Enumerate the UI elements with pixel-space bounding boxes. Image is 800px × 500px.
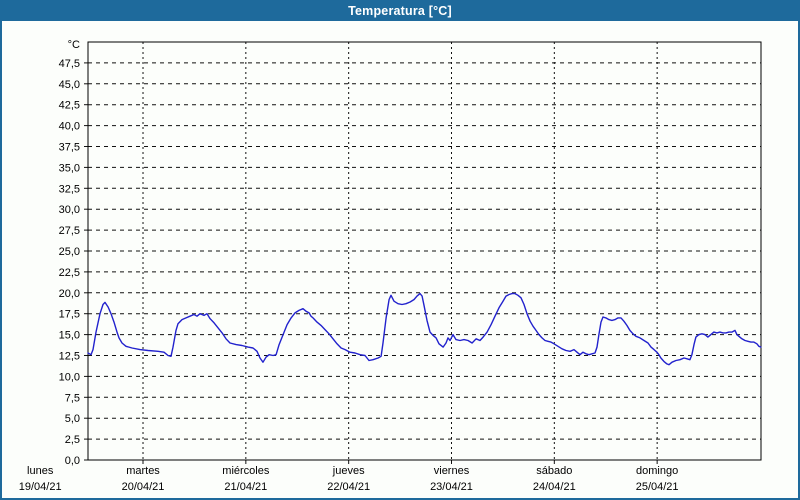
y-tick-label: 32,5 [59,183,80,195]
y-tick-label: 17,5 [59,309,80,321]
x-date-label: 21/04/21 [224,481,267,493]
x-date-label: 19/04/21 [19,481,62,493]
y-tick-label: 40,0 [59,121,80,133]
x-day-label: viernes [434,465,470,477]
temperature-line-chart: 0,0 2,5 5,0 7,5 10,0 12,5 15,0 17,5 20,0 22,5 25,0… [19,39,762,493]
y-tick-label: 42,5 [59,100,80,112]
x-date-label: 25/04/21 [636,481,679,493]
x-date-label: 23/04/21 [430,481,473,493]
x-day-label: sábado [536,465,572,477]
x-date-label: 24/04/21 [533,481,576,493]
x-date-label: 22/04/21 [327,481,370,493]
y-axis-unit-label: °C [68,39,80,51]
y-tick-label: 45,0 [59,79,80,91]
y-tick-label: 7,5 [65,392,80,404]
window-title: Temperatura [°C] [348,3,452,18]
y-tick-label: 5,0 [65,413,80,425]
plot-border [87,41,762,461]
y-tick-label: 2,5 [65,434,80,446]
window-border-left [0,21,2,500]
y-tick-label: 25,0 [59,246,80,258]
y-tick-label: 35,0 [59,162,80,174]
temperature-series-line [87,292,762,366]
window-border-bottom [0,498,800,500]
y-tick-label: 10,0 [59,371,80,383]
x-date-label: 20/04/21 [122,481,165,493]
y-tick-label: 22,5 [59,267,80,279]
x-day-label: jueves [332,465,365,477]
window-border-right [798,21,800,500]
x-day-label: miércoles [222,465,270,477]
y-tick-label: 37,5 [59,142,80,154]
y-tick-label: 12,5 [59,351,80,363]
y-tick-label: 15,0 [59,330,80,342]
y-tick-label: 47,5 [59,58,80,70]
y-tick-label: 0,0 [65,455,80,467]
y-tick-label: 30,0 [59,204,80,216]
window-titlebar: Temperatura [°C] [0,0,800,21]
y-tick-label: 20,0 [59,288,80,300]
x-day-label: lunes [27,465,54,477]
y-tick-label: 27,5 [59,225,80,237]
x-day-label: martes [126,465,160,477]
x-day-label: domingo [636,465,678,477]
